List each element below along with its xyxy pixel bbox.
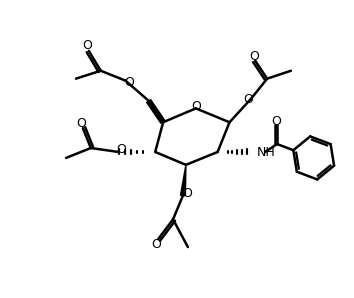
Text: O: O	[116, 144, 126, 156]
Text: O: O	[249, 50, 259, 63]
Text: O: O	[76, 117, 86, 130]
Text: O: O	[244, 93, 253, 106]
Text: O: O	[82, 39, 92, 52]
Text: O: O	[182, 187, 192, 200]
Text: O: O	[191, 100, 201, 113]
Text: NH: NH	[256, 146, 275, 159]
Polygon shape	[181, 165, 186, 196]
Text: O: O	[271, 115, 281, 128]
Text: O: O	[151, 238, 161, 251]
Text: O: O	[125, 76, 135, 89]
